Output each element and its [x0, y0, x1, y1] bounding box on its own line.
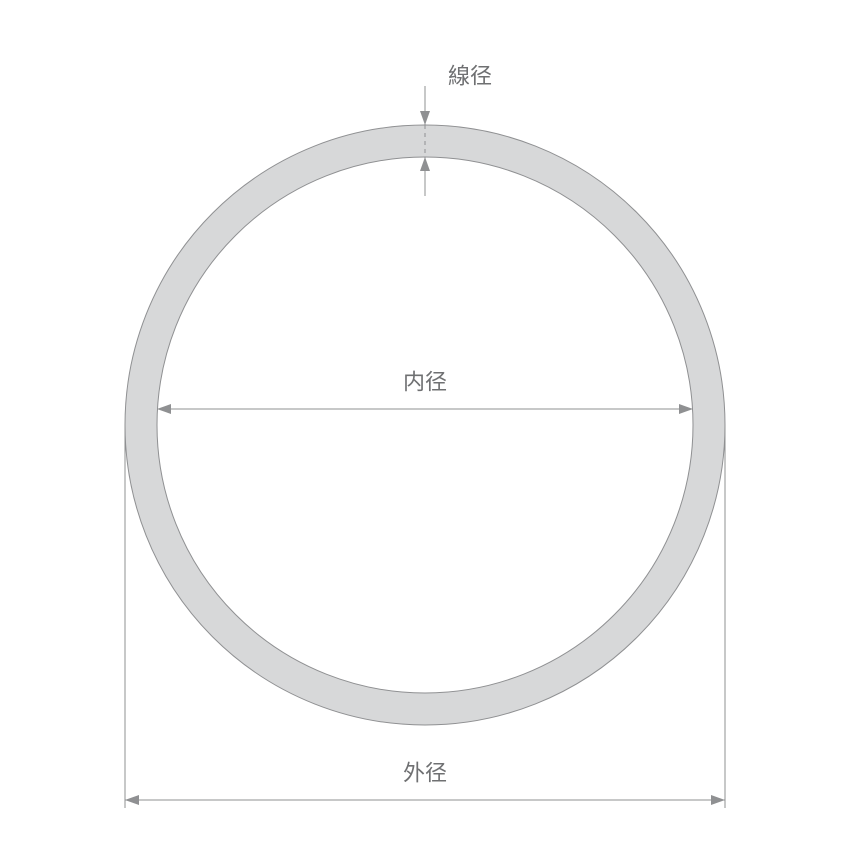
ring-shape: [125, 125, 725, 725]
inner-diameter-label: 内径: [403, 370, 447, 395]
outer-diameter-label: 外径: [403, 761, 447, 786]
ring-dimension-diagram: 線径内径外径: [0, 0, 850, 850]
wire-diameter-label: 線径: [448, 64, 492, 89]
